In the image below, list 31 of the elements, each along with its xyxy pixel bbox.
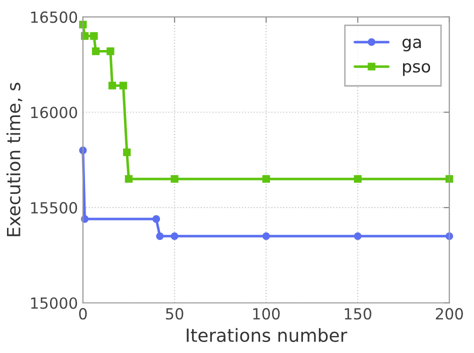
y-tick-label: 15500: [31, 202, 78, 214]
point: [262, 175, 270, 183]
point: [170, 232, 178, 240]
point: [354, 175, 362, 183]
x-tick-label: 200: [436, 308, 463, 320]
point: [79, 20, 87, 28]
x-tick-label: 50: [166, 308, 184, 320]
x-axis-title: Iterations number: [186, 328, 348, 342]
point: [262, 232, 270, 240]
point: [156, 232, 164, 240]
x-tick-label: 0: [79, 308, 87, 320]
y-tick-label: 15000: [31, 297, 78, 309]
point: [80, 32, 89, 40]
point: [170, 175, 178, 183]
y-tick-label: 16000: [31, 106, 78, 118]
y-axis-title: Execution time, s: [6, 82, 22, 236]
point: [90, 32, 98, 40]
point: [123, 148, 131, 156]
x-tick-label: 100: [253, 308, 280, 320]
point: [124, 175, 133, 183]
point: [446, 175, 454, 183]
y-tick-label: 16500: [31, 11, 78, 23]
point: [92, 47, 100, 56]
x-tick-label: 150: [344, 308, 372, 320]
point: [106, 47, 114, 56]
point: [108, 82, 116, 90]
point: [119, 82, 128, 90]
legend-label: ga: [402, 38, 421, 52]
point: [152, 215, 160, 223]
legend-label: pso: [403, 63, 430, 76]
point: [354, 232, 362, 240]
